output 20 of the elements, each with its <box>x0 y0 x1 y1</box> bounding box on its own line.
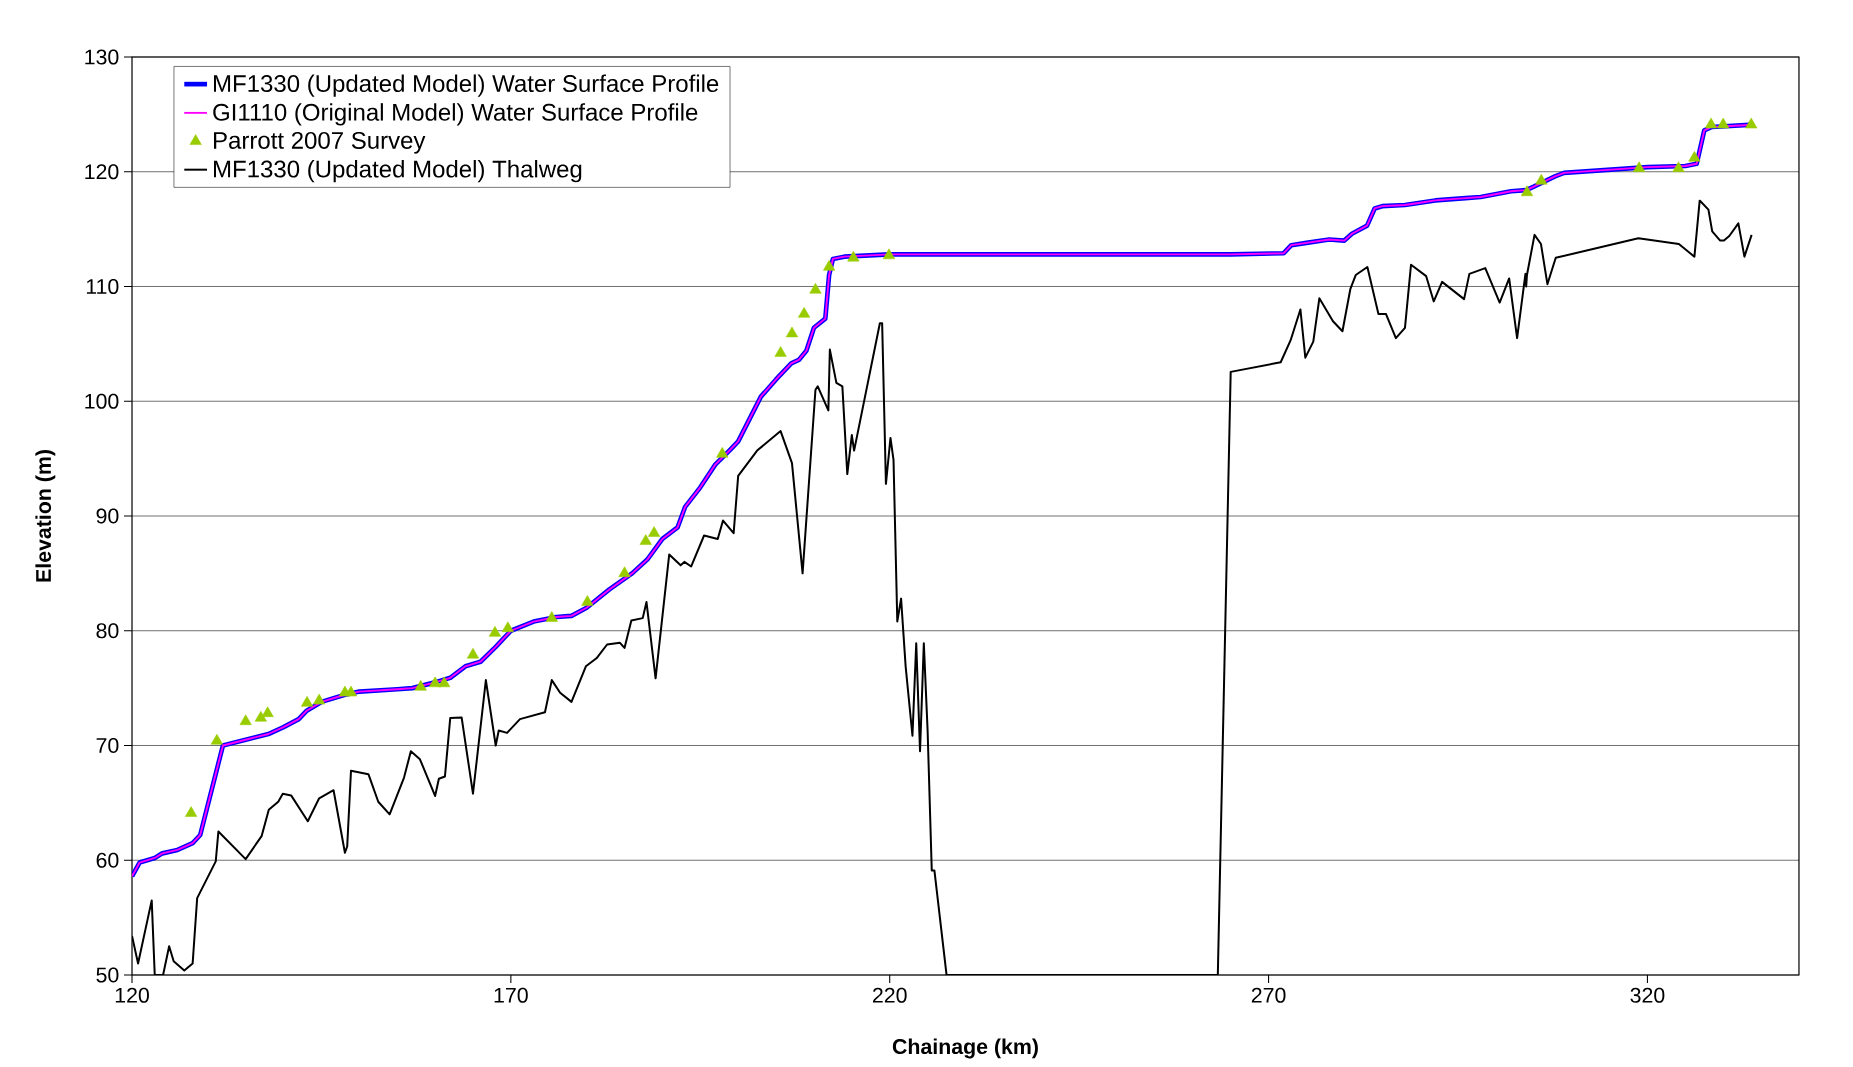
y-tick-label: 90 <box>96 508 119 524</box>
y-tick-label: 120 <box>85 164 119 180</box>
y-axis-title: Elevation (m) <box>35 450 56 582</box>
legend-label: GI1110 (Original Model) Water Surface Profile <box>213 103 698 126</box>
x-tick-label: 220 <box>872 987 907 1003</box>
y-tick-label: 70 <box>96 737 119 754</box>
legend-label: MF1330 (Updated Model) Thalweg <box>214 159 582 183</box>
x-tick-label: 170 <box>494 987 528 1003</box>
y-tick-label: 130 <box>85 49 119 65</box>
x-tick-label: 120 <box>115 987 149 1003</box>
y-tick-label: 60 <box>96 852 119 868</box>
y-tick-label: 50 <box>96 967 119 983</box>
x-tick-label: 270 <box>1251 987 1286 1003</box>
x-tick-label: 320 <box>1630 987 1665 1003</box>
legend-label: Parrott 2007 Survey <box>214 131 426 154</box>
y-tick-label: 80 <box>96 623 119 639</box>
y-tick-label: 110 <box>86 278 119 295</box>
y-tick-label: 100 <box>85 393 119 409</box>
x-axis-title: Chainage (km) <box>892 1038 1038 1059</box>
legend-label: MF1330 (Updated Model) Water Surface Profile <box>214 74 719 97</box>
